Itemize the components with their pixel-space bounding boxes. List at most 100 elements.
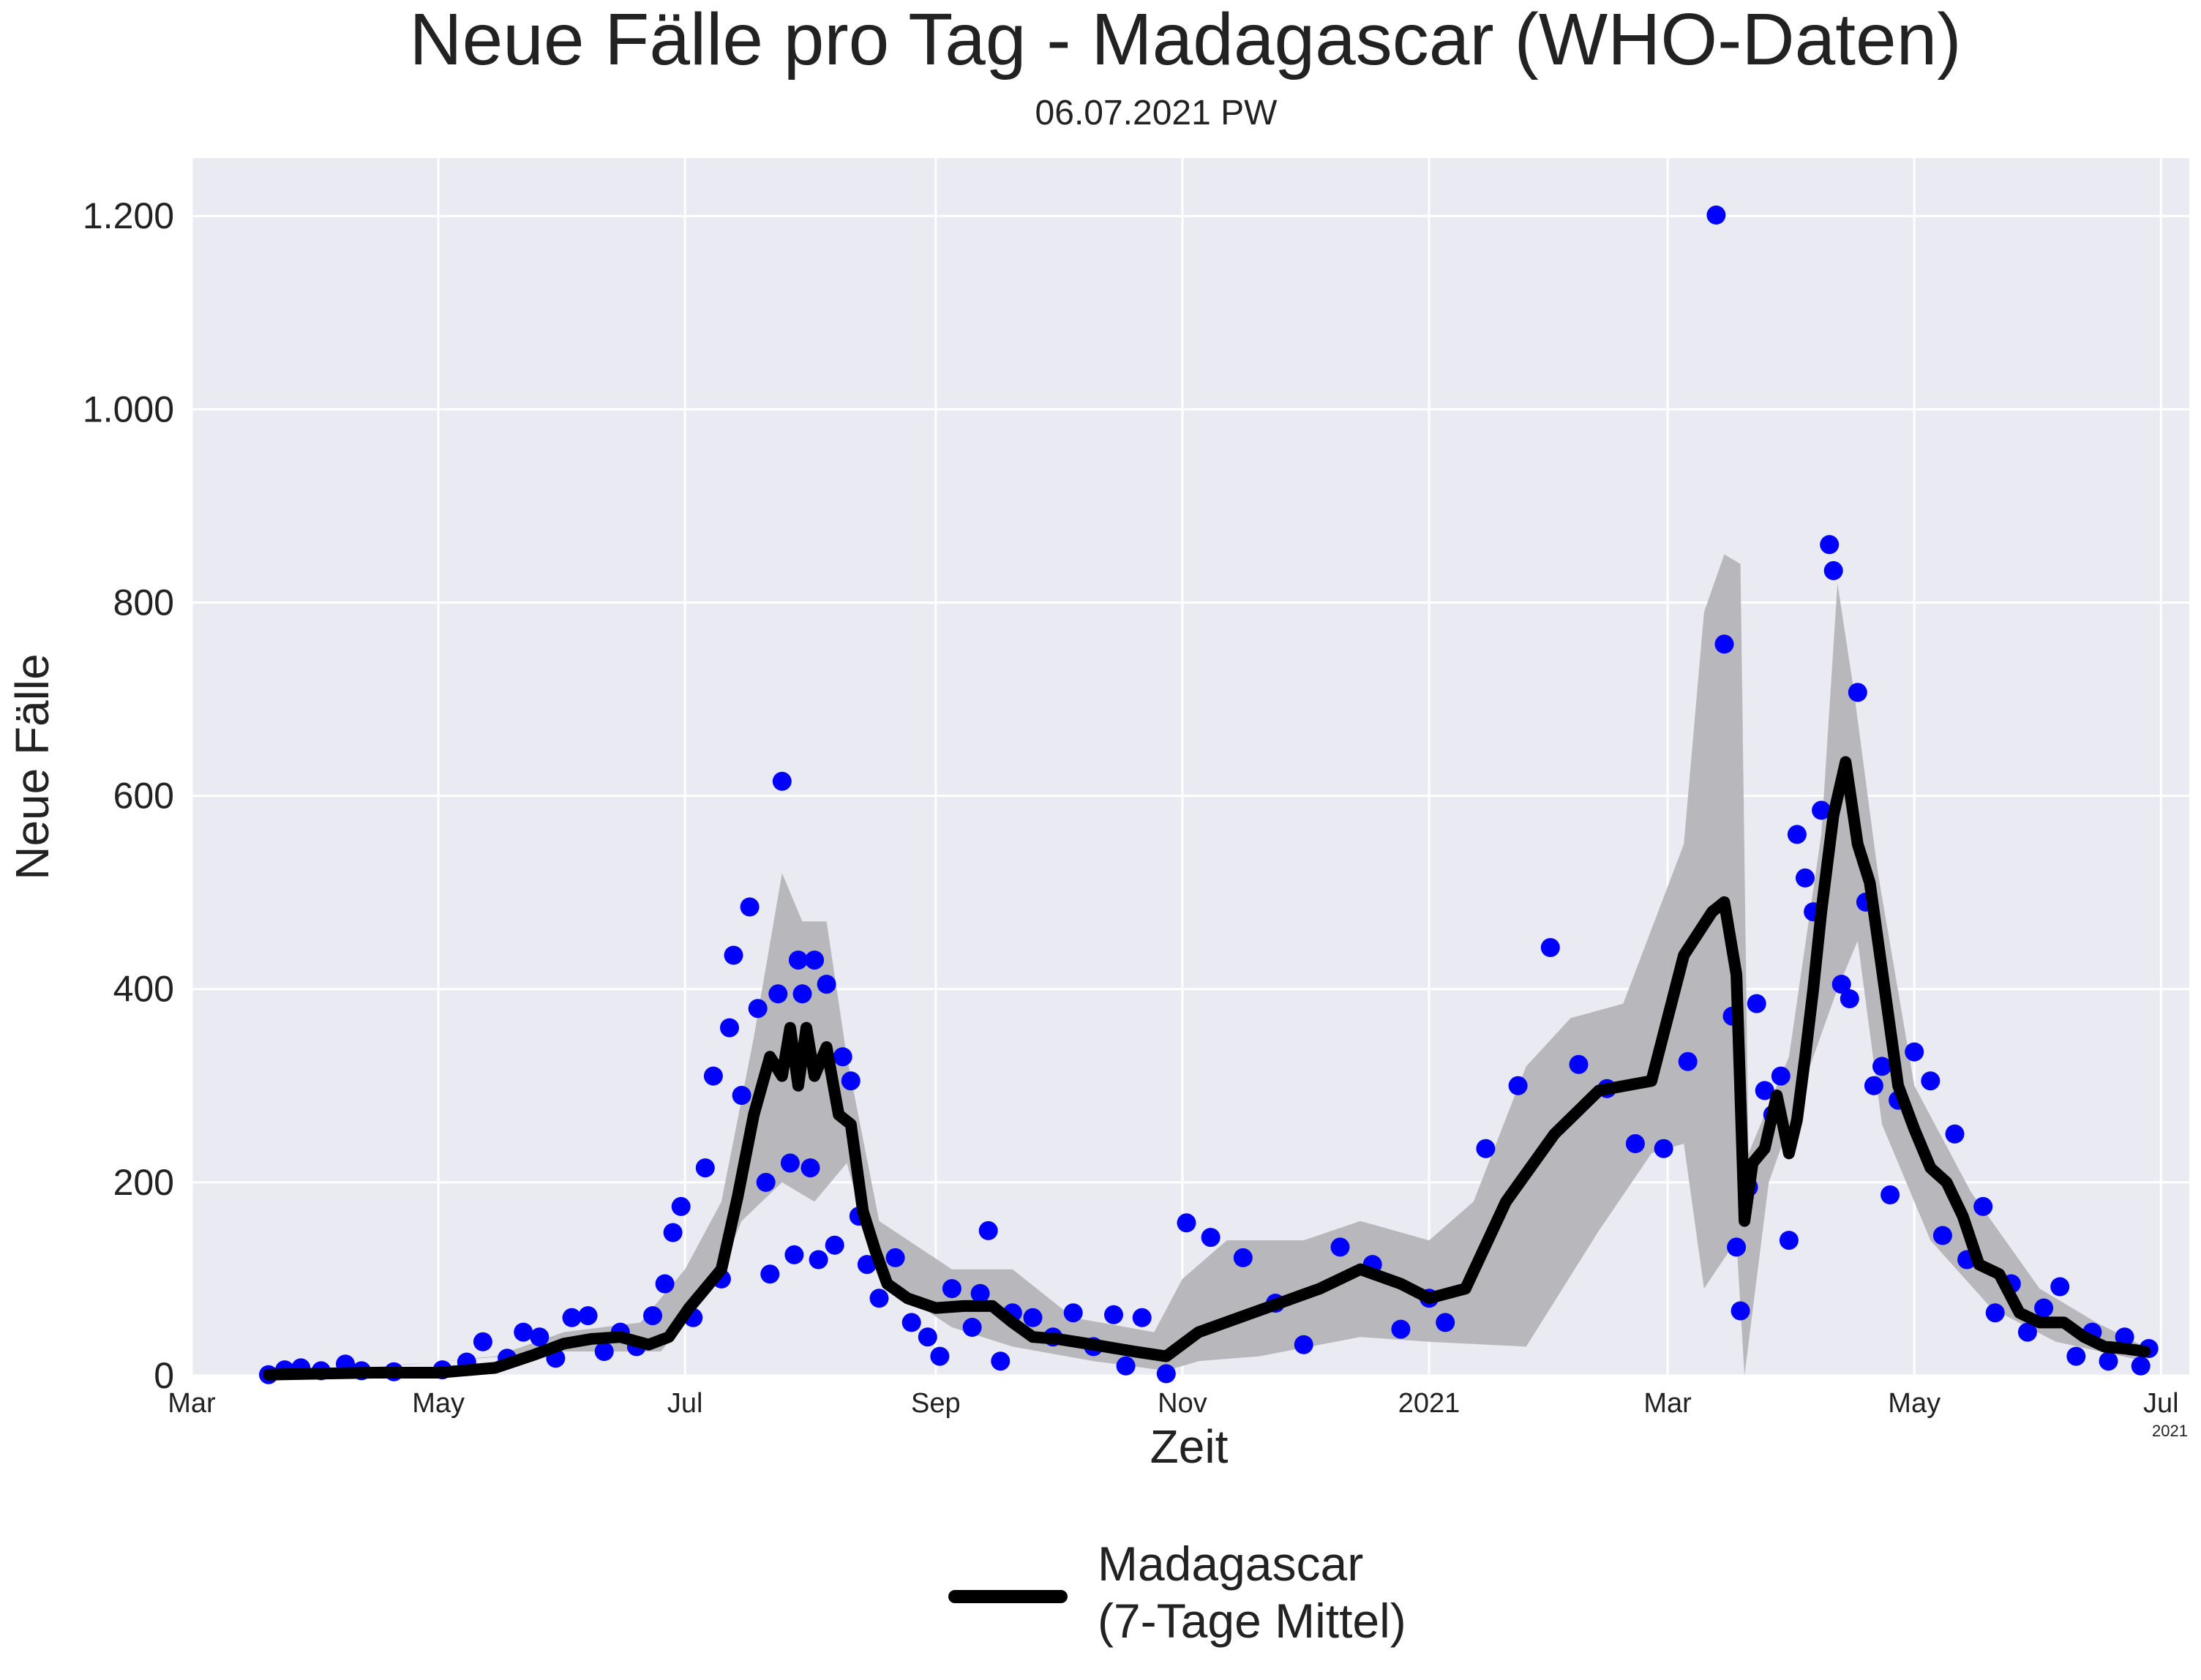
y-tick-label: 1.000 (83, 389, 174, 430)
data-point (1779, 1231, 1799, 1250)
data-point (760, 1264, 780, 1284)
data-point (1156, 1364, 1176, 1384)
chart-title: Neue Fälle pro Tag - Madagascar (WHO-Dat… (409, 0, 1961, 80)
y-tick-label: 0 (154, 1355, 174, 1396)
data-point (514, 1322, 533, 1342)
data-point (724, 945, 743, 965)
data-point (1177, 1213, 1196, 1233)
data-point (1881, 1185, 1900, 1204)
y-tick-label: 200 (113, 1162, 174, 1203)
data-point (1678, 1051, 1698, 1071)
data-point (1201, 1228, 1221, 1248)
data-point (1945, 1124, 1965, 1144)
data-point (2050, 1277, 2070, 1297)
data-point (901, 1313, 921, 1332)
data-point (732, 1086, 751, 1105)
data-point (825, 1235, 844, 1255)
data-point (1771, 1066, 1791, 1086)
data-point (2017, 1322, 2037, 1342)
x-tick-label: Mar (1643, 1388, 1692, 1419)
data-point (1823, 560, 1843, 580)
legend-label-line2: (7-Tage Mittel) (1098, 1594, 1406, 1648)
data-point (578, 1306, 598, 1326)
data-point (1023, 1308, 1043, 1327)
x-axis-offset-label: 2021 (2152, 1422, 2188, 1440)
data-point (1330, 1237, 1350, 1257)
data-point (1932, 1226, 1952, 1245)
data-point (1476, 1139, 1496, 1158)
data-point (720, 1018, 739, 1038)
x-tick-label: May (1888, 1388, 1941, 1419)
x-tick-label: Jul (2143, 1388, 2179, 1419)
average-line-path (263, 756, 2151, 1381)
data-point (740, 897, 760, 917)
data-point (1905, 1042, 1924, 1062)
data-point (1436, 1313, 1455, 1332)
data-point (772, 771, 792, 791)
legend-label-line1: Madagascar (1098, 1537, 1363, 1591)
data-point (1796, 868, 1815, 888)
data-point (1233, 1248, 1253, 1267)
data-point (857, 1255, 877, 1275)
data-point (792, 984, 812, 1004)
data-point (1787, 825, 1807, 844)
data-point (1864, 1076, 1883, 1095)
data-point (1063, 1303, 1083, 1323)
data-point (671, 1196, 691, 1216)
data-point (784, 1245, 804, 1264)
data-point (695, 1158, 715, 1178)
y-tick-labels: 0 200 400 600 800 1.000 1.200 (83, 195, 174, 1396)
data-point (1747, 994, 1766, 1013)
data-point (1755, 1081, 1774, 1100)
data-point (2066, 1346, 2086, 1366)
seven-day-average-line (263, 756, 2151, 1381)
data-point (655, 1274, 675, 1294)
data-point (1569, 1054, 1589, 1074)
y-axis-label: Neue Fälle (6, 653, 59, 880)
data-point (841, 1071, 860, 1091)
data-point (817, 975, 836, 994)
data-point (805, 950, 825, 970)
data-point (1714, 634, 1734, 654)
data-point (1820, 535, 1840, 555)
x-tick-label: May (412, 1388, 465, 1419)
data-point (703, 1066, 723, 1086)
data-point (1831, 975, 1851, 994)
x-tick-labels: Mar May Jul Sep Nov 2021 Mar May Jul (168, 1388, 2178, 1419)
data-point (594, 1342, 614, 1361)
y-tick-label: 400 (113, 969, 174, 1010)
data-point (562, 1308, 582, 1327)
data-point (869, 1289, 889, 1308)
data-point (885, 1248, 905, 1267)
data-point (756, 1172, 776, 1192)
data-point (1727, 1237, 1747, 1257)
data-point (1508, 1076, 1528, 1095)
data-point (1731, 1301, 1750, 1321)
data-point (748, 999, 768, 1019)
data-point (978, 1220, 998, 1240)
data-point (809, 1250, 828, 1270)
chart-subtitle: 06.07.2021 PW (1035, 94, 1278, 132)
data-point (970, 1283, 990, 1303)
data-point (780, 1153, 800, 1173)
data-point (2115, 1327, 2134, 1347)
data-point (2099, 1351, 2118, 1371)
data-point (530, 1327, 550, 1347)
data-point (473, 1332, 492, 1351)
data-point (788, 950, 808, 970)
data-point (1540, 938, 1560, 957)
data-point (768, 984, 788, 1004)
data-point (1921, 1071, 1941, 1091)
y-tick-label: 800 (113, 582, 174, 623)
grid-lines (190, 158, 2189, 1377)
data-point (1973, 1196, 1993, 1216)
data-point (1294, 1335, 1313, 1354)
data-point (1116, 1356, 1136, 1376)
x-tick-label: Nov (1158, 1388, 1207, 1419)
data-point (1391, 1319, 1411, 1339)
x-axis-label: Zeit (1150, 1420, 1229, 1473)
data-point (1812, 800, 1831, 820)
data-point (1840, 989, 1859, 1008)
y-tick-label: 1.200 (83, 195, 174, 236)
